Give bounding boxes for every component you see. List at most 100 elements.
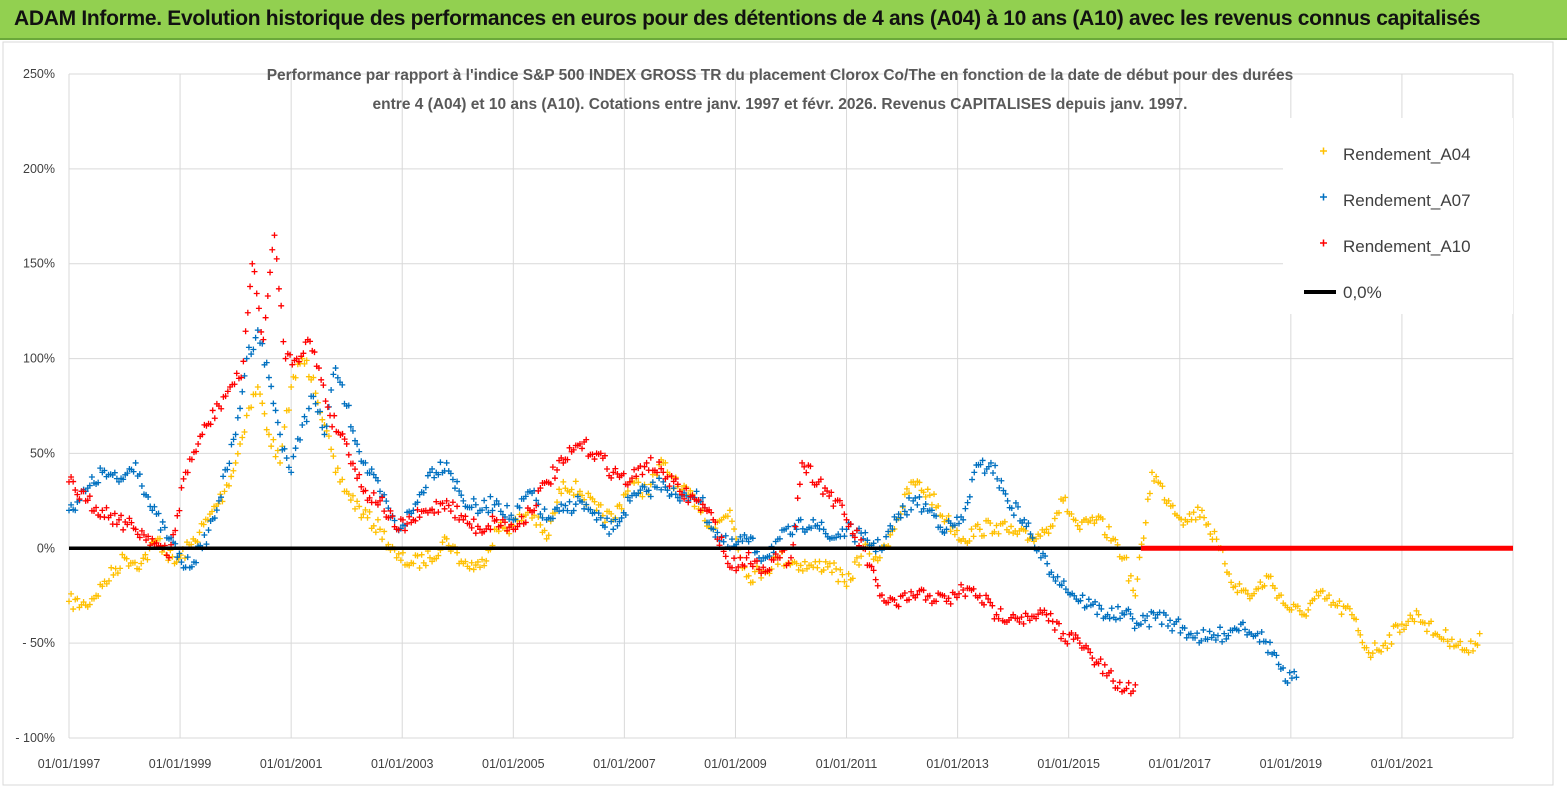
data-point	[1104, 611, 1111, 618]
data-point	[123, 555, 130, 562]
data-point	[822, 558, 829, 565]
data-point	[272, 453, 279, 460]
data-point	[1319, 587, 1326, 594]
data-point	[86, 493, 93, 500]
data-point	[1087, 517, 1094, 524]
data-point	[1355, 627, 1362, 634]
data-point	[691, 503, 698, 510]
data-point	[862, 529, 869, 536]
data-point	[364, 514, 371, 521]
data-point	[483, 557, 490, 564]
data-point	[1428, 618, 1435, 625]
data-point	[1234, 589, 1241, 596]
data-point	[460, 516, 467, 523]
data-point	[841, 533, 848, 540]
data-point	[1161, 496, 1168, 503]
data-point	[301, 413, 308, 420]
data-point	[1121, 611, 1128, 618]
data-point	[1083, 603, 1090, 610]
data-point	[1098, 605, 1105, 612]
data-point	[356, 471, 363, 478]
data-point	[647, 493, 654, 500]
data-point	[280, 338, 287, 345]
data-point	[312, 390, 319, 397]
data-point	[1103, 534, 1110, 541]
data-point	[330, 371, 337, 378]
data-point	[334, 374, 341, 381]
data-point	[533, 497, 540, 504]
data-point	[422, 484, 429, 491]
data-point	[1101, 661, 1108, 668]
data-point	[895, 603, 902, 610]
data-point	[962, 505, 969, 512]
data-point	[1001, 518, 1008, 525]
data-point	[568, 486, 575, 493]
data-point	[835, 578, 842, 585]
data-point	[666, 483, 673, 490]
data-point	[254, 384, 261, 391]
data-point	[714, 536, 721, 543]
data-point	[443, 535, 450, 542]
data-point	[830, 503, 837, 510]
data-point	[576, 488, 583, 495]
data-point	[1291, 668, 1298, 675]
data-point	[349, 492, 356, 499]
data-point	[231, 381, 238, 388]
data-point	[95, 479, 102, 486]
data-point	[1144, 612, 1151, 619]
data-point	[437, 459, 444, 466]
data-point	[188, 563, 195, 570]
data-point	[149, 535, 156, 542]
data-point	[290, 453, 297, 460]
data-point	[1205, 521, 1212, 528]
data-point	[358, 483, 365, 490]
data-point	[966, 537, 973, 544]
data-point	[760, 564, 767, 571]
data-point	[297, 436, 304, 443]
data-point	[149, 507, 156, 514]
y-tick-label: 200%	[23, 162, 55, 176]
data-point	[856, 561, 863, 568]
data-point	[270, 436, 277, 443]
data-point	[1474, 642, 1481, 649]
data-point	[741, 563, 748, 570]
data-point	[418, 551, 425, 558]
data-point	[608, 474, 615, 481]
data-point	[539, 514, 546, 521]
data-point	[1045, 530, 1052, 537]
data-point	[570, 446, 577, 453]
data-point	[1052, 577, 1059, 584]
data-point	[354, 475, 361, 482]
data-point	[962, 593, 969, 600]
data-point	[1394, 622, 1401, 629]
report-banner: ADAM Informe. Evolution historique des p…	[0, 0, 1567, 40]
data-point	[356, 448, 363, 455]
data-point	[1116, 679, 1123, 686]
data-point	[708, 509, 715, 516]
data-point	[1284, 679, 1291, 686]
data-point	[261, 410, 268, 417]
data-point	[242, 328, 249, 335]
data-point	[485, 522, 492, 529]
data-point	[472, 530, 479, 537]
data-point	[731, 526, 738, 533]
data-point	[624, 494, 631, 501]
data-point	[993, 522, 1000, 529]
data-point	[449, 476, 456, 483]
data-point	[1083, 516, 1090, 523]
data-point	[485, 509, 492, 516]
x-tick-label: 01/01/2013	[926, 757, 989, 771]
data-point	[1194, 504, 1201, 511]
data-point	[250, 346, 257, 353]
data-point	[1183, 634, 1190, 641]
data-point	[1127, 610, 1134, 617]
data-point	[322, 398, 329, 405]
data-point	[343, 440, 350, 447]
legend-label: Rendement_A04	[1343, 145, 1471, 164]
data-point	[797, 562, 804, 569]
legend-item: Rendement_A04	[1320, 145, 1471, 164]
data-point	[462, 558, 469, 565]
data-point	[262, 314, 269, 321]
data-point	[795, 566, 802, 573]
data-point	[945, 595, 952, 602]
